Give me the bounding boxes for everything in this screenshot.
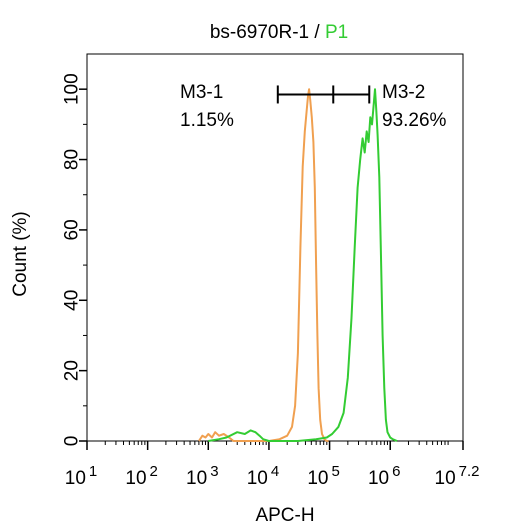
x-tick-exponent: 1 <box>89 463 97 480</box>
x-tick-label: 10 2 <box>125 463 157 489</box>
series-layer <box>198 88 398 442</box>
x-tick-label: 10 1 <box>65 463 97 489</box>
x-tick-exponent: 6 <box>392 463 400 480</box>
x-tick-exponent: 7.2 <box>459 463 480 480</box>
x-tick-base: 10 <box>125 468 146 489</box>
chart-title-main: bs-6970R-1 / <box>210 22 325 43</box>
x-tick-labels: 10 1 10 2 10 3 10 4 10 5 10 6 10 7.2 <box>65 463 480 489</box>
chart-title-gate: P1 <box>325 22 348 43</box>
y-tick-label: 40 <box>62 290 83 311</box>
y-tick-label: 80 <box>62 149 83 170</box>
x-tick-base: 10 <box>368 468 389 489</box>
annotation-m3-2-name: M3-2 <box>382 82 425 103</box>
x-tick-label: 10 6 <box>368 463 400 489</box>
x-tick-label: 10 4 <box>247 463 279 489</box>
x-axis-label: APC-H <box>255 505 314 526</box>
histogram-series-1 <box>198 88 329 442</box>
gate-marker <box>276 85 371 104</box>
x-tick-label: 10 7.2 <box>435 463 480 489</box>
y-tick-labels: 0 20 40 60 80 100 <box>62 73 83 446</box>
y-tick-label: 20 <box>62 360 83 381</box>
x-tick-base: 10 <box>435 468 456 489</box>
x-tick-exponent: 2 <box>150 463 158 480</box>
y-tick-label: 0 <box>62 436 83 447</box>
chart-title: bs-6970R-1 / P1 <box>210 22 348 43</box>
x-tick-label: 10 3 <box>186 463 218 489</box>
x-tick-base: 10 <box>307 468 328 489</box>
x-tick-base: 10 <box>65 468 86 489</box>
y-tick-label: 100 <box>62 73 83 105</box>
x-tick-exponent: 4 <box>271 463 279 480</box>
histogram-series-2 <box>208 88 398 442</box>
x-tick-exponent: 3 <box>210 463 218 480</box>
y-axis-label: Count (%) <box>10 211 31 297</box>
annotation-m3-1-name: M3-1 <box>180 82 223 103</box>
x-tick-marks <box>86 441 464 450</box>
x-tick-label: 10 5 <box>307 463 339 489</box>
x-tick-exponent: 5 <box>331 463 339 480</box>
annotation-m3-2-value: 93.26% <box>382 110 447 131</box>
x-tick-base: 10 <box>186 468 207 489</box>
annotation-m3-1-value: 1.15% <box>180 110 234 131</box>
y-tick-label: 60 <box>62 219 83 240</box>
x-tick-base: 10 <box>247 468 268 489</box>
y-tick-marks <box>79 88 87 442</box>
